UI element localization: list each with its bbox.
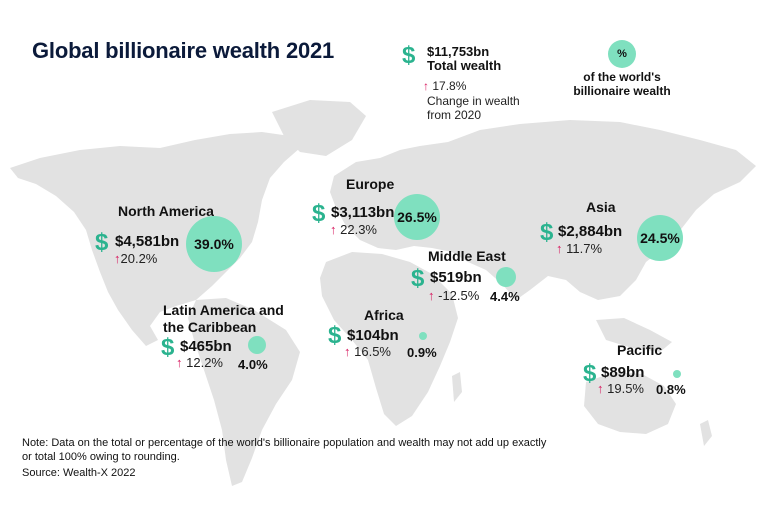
latin-america-dollar-icon: $ (161, 334, 175, 361)
total-change-label-2: from 2020 (427, 108, 482, 122)
middle-east-dollar-icon: $ (411, 265, 425, 292)
middle-east-change: -12.5% (438, 288, 480, 303)
asia-share: 24.5% (640, 230, 680, 246)
africa-dollar-icon: $ (328, 322, 342, 349)
europe-dollar-icon: $ (312, 200, 326, 227)
asia-dollar-icon: $ (540, 219, 554, 246)
region-name-asia: Asia (586, 199, 616, 215)
south-america-landmass (188, 298, 300, 486)
latin-america-change: 12.2% (186, 355, 223, 370)
up-arrow-icon: ↑ (330, 222, 337, 237)
asia-change-row: ↑ 11.7% (556, 241, 602, 256)
europe-change-row: ↑ 22.3% (330, 222, 377, 237)
total-change-value: 17.8% (432, 79, 467, 93)
page-title: Global billionaire wealth 2021 (32, 38, 335, 63)
latin-america-change-row: ↑ 12.2% (176, 355, 223, 370)
africa-landmass (320, 252, 458, 426)
up-arrow-icon: ↑ (423, 79, 429, 93)
region-name-latin-america-2: the Caribbean (163, 319, 257, 335)
latin-america-share: 4.0% (238, 357, 268, 372)
latin-america-bubble (248, 336, 266, 354)
pacific-share: 0.8% (656, 382, 686, 397)
total-wealth-dollar-icon: $ (402, 42, 416, 69)
africa-bubble (419, 332, 427, 340)
europe-bubble: 26.5% (394, 194, 440, 240)
north-america-share: 39.0% (194, 236, 234, 252)
southeast-asia-islands (596, 318, 672, 352)
region-name-pacific: Pacific (617, 342, 663, 358)
legend-circle: % (608, 40, 636, 68)
up-arrow-icon: ↑ (344, 344, 351, 359)
north-america-dollar-icon: $ (95, 229, 109, 256)
region-name-middle-east: Middle East (428, 248, 506, 264)
pacific-wealth: $89bn (601, 364, 645, 381)
region-name-latin-america-1: Latin America and (163, 302, 284, 318)
up-arrow-icon: ↑ (428, 288, 435, 303)
middle-east-change-row: ↑ -12.5% (428, 288, 479, 303)
up-arrow-icon: ↑ (556, 241, 563, 256)
region-name-africa: Africa (364, 307, 404, 323)
madagascar-landmass (452, 372, 462, 402)
region-name-north-america: North America (118, 203, 214, 219)
legend-label-1: of the world's (583, 70, 661, 84)
pacific-dollar-icon: $ (583, 360, 597, 387)
asia-bubble: 24.5% (637, 215, 683, 261)
africa-change-row: ↑ 16.5% (344, 344, 391, 359)
europe-share: 26.5% (397, 209, 437, 225)
north-america-landmass (10, 132, 300, 346)
middle-east-bubble (496, 267, 516, 287)
pacific-change: 19.5% (607, 381, 644, 396)
north-america-bubble: 39.0% (186, 216, 242, 272)
north-america-wealth: $4,581bn (115, 233, 180, 250)
greenland-landmass (272, 100, 366, 156)
europe-change: 22.3% (340, 222, 377, 237)
pacific-change-row: ↑ 19.5% (597, 381, 644, 396)
middle-east-share: 4.4% (490, 289, 520, 304)
source-text: Source: Wealth-X 2022 (22, 467, 136, 479)
north-america-change: 20.2% (120, 251, 158, 266)
africa-wealth: $104bn (347, 327, 399, 344)
middle-east-wealth: $519bn (430, 269, 482, 286)
africa-share: 0.9% (407, 345, 437, 360)
latin-america-wealth: $465bn (180, 338, 232, 355)
total-wealth-value: $11,753bn (427, 44, 490, 59)
asia-change: 11.7% (566, 241, 603, 256)
total-wealth-label: Total wealth (427, 58, 502, 73)
footnote-line-1: Note: Data on the total or percentage of… (22, 437, 547, 449)
asia-wealth: $2,884bn (558, 223, 623, 240)
new-zealand-landmass (700, 420, 712, 446)
total-change-row: ↑ 17.8% (423, 79, 466, 93)
africa-change: 16.5% (354, 344, 391, 359)
legend-label-2: billionaire wealth (573, 84, 671, 98)
up-arrow-icon: ↑ (597, 381, 604, 396)
north-america-change-row: ↑20.2% (114, 251, 157, 266)
total-change-label-1: Change in wealth (427, 94, 520, 108)
footnote-line-2: or total 100% owing to rounding. (22, 451, 180, 463)
region-name-europe: Europe (346, 176, 395, 192)
australia-landmass (584, 372, 676, 434)
europe-wealth: $3,113bn (331, 204, 395, 221)
up-arrow-icon: ↑ (114, 251, 121, 266)
legend-percent-symbol: % (617, 48, 627, 60)
up-arrow-icon: ↑ (176, 355, 183, 370)
pacific-bubble (673, 370, 681, 378)
